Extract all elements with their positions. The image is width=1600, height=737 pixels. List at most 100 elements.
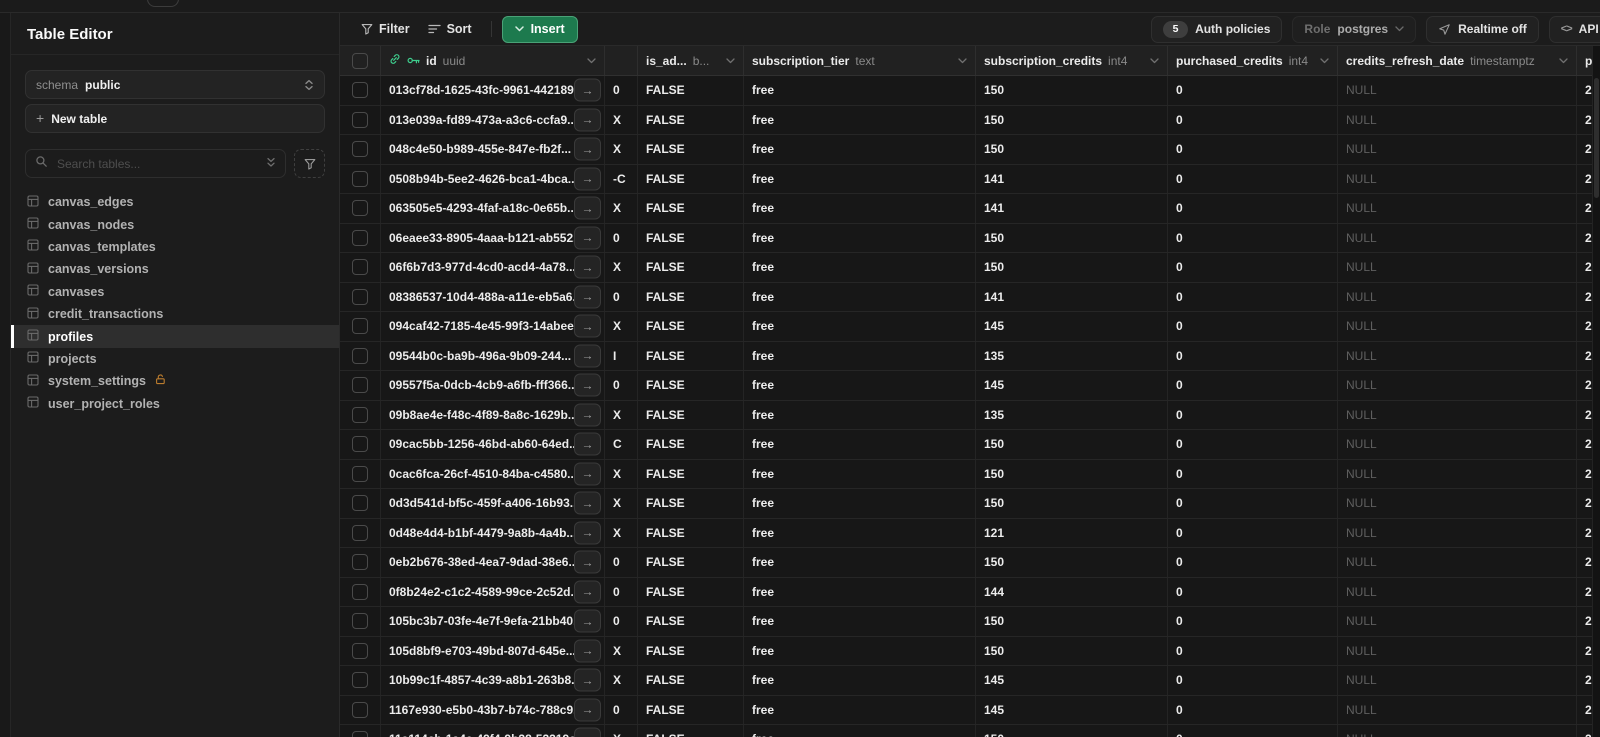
insert-button[interactable]: Insert: [501, 15, 578, 43]
cell-credits_refresh_date[interactable]: NULL: [1338, 577, 1577, 606]
expand-row-button[interactable]: →: [574, 639, 601, 663]
cell-subscription_tier[interactable]: free: [744, 459, 976, 488]
expand-row-button[interactable]: →: [574, 432, 601, 456]
cell-clip[interactable]: I: [605, 341, 638, 370]
cell-subscription_credits[interactable]: 135: [976, 400, 1168, 429]
cell-purchased_credits[interactable]: 0: [1168, 253, 1338, 282]
cell-credits_refresh_date[interactable]: NULL: [1338, 518, 1577, 547]
cell-id[interactable]: 1167e930-e5b0-43b7-b74c-788c9... →: [381, 695, 605, 724]
cell-credits_refresh_date[interactable]: NULL: [1338, 489, 1577, 518]
cell-credits_refresh_date[interactable]: NULL: [1338, 194, 1577, 223]
cell-purchased_credits[interactable]: 0: [1168, 105, 1338, 134]
cell-id[interactable]: 09b8ae4e-f48c-4f89-8a8c-1629b... →: [381, 400, 605, 429]
cell-clip[interactable]: X: [605, 400, 638, 429]
cell-clip[interactable]: X: [605, 636, 638, 665]
cell-project_limit[interactable]: 2: [1577, 489, 1600, 518]
cell-subscription_credits[interactable]: 150: [976, 489, 1168, 518]
cell-purchased_credits[interactable]: 0: [1168, 341, 1338, 370]
cell-subscription_credits[interactable]: 150: [976, 135, 1168, 164]
sidebar-item-system_settings[interactable]: system_settings: [11, 370, 339, 392]
sidebar-item-profiles[interactable]: profiles: [11, 325, 339, 349]
cell-clip[interactable]: C: [605, 430, 638, 459]
cell-subscription_credits[interactable]: 145: [976, 695, 1168, 724]
cell-project_limit[interactable]: 2: [1577, 696, 1600, 725]
cell-id[interactable]: 11a114cb-1a4c-49f4-9b28-52219ec...→: [381, 725, 605, 737]
cell-purchased_credits[interactable]: 0: [1168, 223, 1338, 252]
row-checkbox[interactable]: [352, 495, 368, 512]
cell-project_limit[interactable]: 2: [1577, 401, 1600, 430]
cell-subscription_tier[interactable]: free: [744, 548, 976, 577]
cell-is_admin[interactable]: FALSE: [638, 341, 744, 370]
row-checkbox[interactable]: [352, 672, 368, 689]
cell-subscription_tier[interactable]: free: [744, 253, 976, 282]
cell-project_limit[interactable]: 2: [1577, 312, 1600, 341]
cell-subscription_credits[interactable]: 121: [976, 518, 1168, 547]
cell-project_limit[interactable]: 2: [1577, 548, 1600, 577]
cell-credits_refresh_date[interactable]: NULL: [1338, 312, 1577, 341]
filter-tables-button[interactable]: [294, 149, 325, 178]
cell-credits_refresh_date[interactable]: NULL: [1338, 135, 1577, 164]
cell-subscription_credits[interactable]: 150: [976, 636, 1168, 665]
cell-id[interactable]: 10b99c1f-4857-4c39-a8b1-263b8... →: [381, 666, 605, 695]
chevron-down-icon[interactable]: [587, 57, 596, 64]
cell-clip[interactable]: X: [605, 518, 638, 547]
cell-clip[interactable]: 0: [605, 607, 638, 636]
cell-subscription_tier[interactable]: free: [744, 282, 976, 311]
row-checkbox[interactable]: [352, 554, 368, 571]
cell-subscription_tier[interactable]: free: [744, 666, 976, 695]
cell-id[interactable]: 063505e5-4293-4faf-a18c-0e65b... →: [381, 194, 605, 223]
row-checkbox[interactable]: [352, 642, 368, 659]
cell-purchased_credits[interactable]: 0: [1168, 312, 1338, 341]
cell-project_limit[interactable]: 2: [1577, 283, 1600, 312]
cell-is_admin[interactable]: FALSE: [638, 518, 744, 547]
cell-clip[interactable]: X: [605, 194, 638, 223]
cell-is_admin[interactable]: FALSE: [638, 459, 744, 488]
cell-clip[interactable]: X: [605, 312, 638, 341]
scrollbar-thumb[interactable]: [1594, 78, 1599, 198]
sidebar-item-canvas_versions[interactable]: canvas_versions: [11, 258, 339, 280]
cell-subscription_tier[interactable]: free: [744, 400, 976, 429]
cell-id[interactable]: 013e039a-fd89-473a-a3c6-ccfa9... →: [381, 105, 605, 134]
cell-project_limit[interactable]: 2: [1577, 106, 1600, 135]
cell-subscription_tier[interactable]: free: [744, 105, 976, 134]
sidebar-item-canvas_templates[interactable]: canvas_templates: [11, 236, 339, 258]
expand-row-button[interactable]: →: [574, 550, 601, 574]
cell-id[interactable]: 08386537-10d4-488a-a11e-eb5a6... →: [381, 282, 605, 311]
expand-row-button[interactable]: →: [574, 196, 601, 220]
sidebar-item-credit_transactions[interactable]: credit_transactions: [11, 303, 339, 325]
cell-clip[interactable]: 0: [605, 548, 638, 577]
cell-project_limit[interactable]: 2: [1577, 607, 1600, 636]
realtime-toggle-button[interactable]: Realtime off: [1426, 15, 1539, 43]
cell-id[interactable]: 094caf42-7185-4e45-99f3-14abee... →: [381, 312, 605, 341]
row-checkbox[interactable]: [352, 200, 368, 217]
search-tables-input[interactable]: [55, 155, 259, 172]
row-checkbox[interactable]: [352, 141, 368, 158]
chevron-down-icon[interactable]: [726, 57, 735, 64]
sidebar-item-user_project_roles[interactable]: user_project_roles: [11, 393, 339, 415]
role-select-button[interactable]: Role postgres: [1292, 15, 1417, 43]
cell-credits_refresh_date[interactable]: NULL: [1338, 282, 1577, 311]
cell-is_admin[interactable]: FALSE: [638, 105, 744, 134]
cell-id[interactable]: 0eb2b676-38ed-4ea7-9dad-38e6... →: [381, 548, 605, 577]
expand-row-button[interactable]: →: [574, 668, 601, 692]
cell-clip[interactable]: X: [605, 489, 638, 518]
cell-project_limit[interactable]: 2: [1577, 342, 1600, 371]
cell-subscription_tier[interactable]: free: [744, 164, 976, 193]
cell-id[interactable]: 09cac5bb-1256-46bd-ab60-64ed... →: [381, 430, 605, 459]
cell-is_admin[interactable]: FALSE: [638, 666, 744, 695]
cell-purchased_credits[interactable]: 0: [1168, 725, 1338, 737]
cell-purchased_credits[interactable]: 0: [1168, 607, 1338, 636]
cell-subscription_credits[interactable]: 150: [976, 253, 1168, 282]
filter-button[interactable]: Filter: [352, 17, 419, 41]
cell-id[interactable]: 09557f5a-0dcb-4cb9-a6fb-fff366... →: [381, 371, 605, 400]
cell-subscription_credits[interactable]: 141: [976, 194, 1168, 223]
cell-credits_refresh_date[interactable]: NULL: [1338, 548, 1577, 577]
cell-clip[interactable]: -C: [605, 164, 638, 193]
expand-row-button[interactable]: →: [574, 108, 601, 132]
cell-project_limit[interactable]: 2: [1577, 135, 1600, 164]
cell-subscription_credits[interactable]: 145: [976, 666, 1168, 695]
cell-subscription_credits[interactable]: 141: [976, 164, 1168, 193]
cell-project_limit[interactable]: 2: [1577, 253, 1600, 282]
cell-is_admin[interactable]: FALSE: [638, 548, 744, 577]
cell-is_admin[interactable]: FALSE: [638, 312, 744, 341]
